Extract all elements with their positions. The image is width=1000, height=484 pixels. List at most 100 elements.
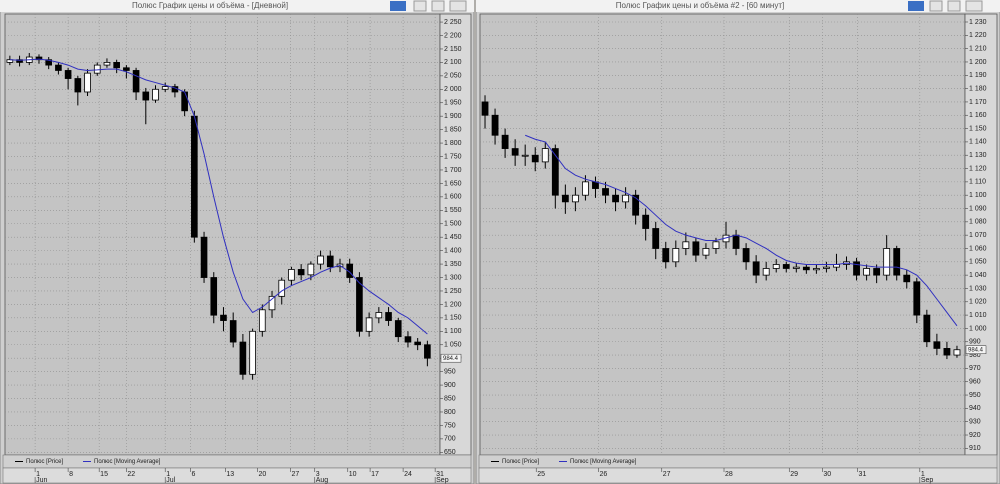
candle-body — [923, 314, 931, 343]
x-tick-label: 10 — [349, 471, 357, 478]
maximize-button[interactable] — [947, 0, 961, 12]
y-tick-label: 1 030 — [969, 285, 987, 292]
pin-button[interactable] — [390, 1, 406, 11]
y-tick-label: 970 — [969, 365, 981, 372]
candle-body — [702, 248, 710, 256]
candle-body — [913, 281, 921, 316]
candle-body — [853, 261, 860, 276]
x-tick-label: 13 — [226, 471, 234, 478]
candle-body — [152, 88, 159, 101]
x-tick-label: 26 — [599, 471, 607, 478]
y-tick-label: 1 160 — [969, 112, 987, 119]
moving-average-line — [525, 134, 958, 327]
x-tick-label: 8 — [69, 471, 73, 478]
y-tick-label: 910 — [969, 445, 981, 452]
y-tick-label: 1 140 — [969, 139, 987, 146]
candle-body — [113, 62, 120, 69]
candle-body — [672, 248, 680, 263]
minimize-button[interactable] — [413, 0, 427, 12]
candle-body — [249, 330, 256, 375]
y-tick-label: 930 — [969, 419, 981, 426]
candle-body — [642, 214, 650, 229]
candle-body — [365, 317, 373, 332]
minimize-button[interactable] — [929, 0, 943, 12]
y-tick-label: 1 450 — [444, 234, 462, 241]
pin-button[interactable] — [908, 1, 924, 11]
candle-body — [220, 314, 227, 321]
y-tick-label: 700 — [444, 436, 456, 443]
y-tick-label: 950 — [969, 392, 981, 399]
y-tick-label: 2 250 — [444, 19, 462, 26]
maximize-button[interactable] — [431, 0, 445, 12]
y-tick-label: 1 050 — [969, 259, 987, 266]
x-tick-label: 31 — [859, 471, 867, 478]
y-tick-label: 1 900 — [444, 113, 462, 120]
candle-body — [356, 277, 363, 332]
y-tick-label: 1 100 — [444, 328, 462, 335]
candle-body — [893, 248, 901, 276]
last-price-box — [440, 353, 462, 363]
x-tick-label: 30 — [823, 471, 831, 478]
y-tick-label: 2 050 — [444, 73, 462, 80]
y-tick-label: 1 150 — [444, 315, 462, 322]
candle-body — [55, 64, 62, 71]
window-title: Полюс График цены и объёма #2 - [60 мину… — [616, 1, 785, 10]
candle-body — [873, 268, 881, 276]
last-price-label: 984.4 — [968, 347, 984, 353]
y-tick-label: 800 — [444, 409, 456, 416]
date-axis-area — [478, 467, 998, 484]
candle-body — [481, 101, 489, 116]
candle-body — [682, 241, 690, 249]
x-tick-label: 20 — [258, 471, 266, 478]
y-tick-label: 1 020 — [969, 299, 987, 306]
candle-body — [812, 268, 820, 271]
y-tick-label: 2 100 — [444, 59, 462, 66]
y-tick-label: 1 400 — [444, 247, 462, 254]
y-tick-label: 1 600 — [444, 194, 462, 201]
candle-body — [501, 134, 509, 149]
y-tick-label: 950 — [444, 368, 456, 375]
y-tick-label: 940 — [969, 405, 981, 412]
candle-body — [268, 295, 276, 311]
candle-body — [181, 91, 188, 112]
x-tick-label: 1 — [36, 471, 40, 478]
y-tick-label: 750 — [444, 422, 456, 429]
legend-area — [2, 454, 472, 469]
y-tick-label: 1 350 — [444, 261, 462, 268]
candle-body — [346, 263, 354, 278]
y-tick-label: 1 070 — [969, 232, 987, 239]
candle-body — [297, 269, 305, 276]
candle-body — [326, 255, 334, 268]
candle-body — [692, 241, 700, 256]
candle-body — [375, 312, 383, 319]
candle-body — [123, 67, 130, 71]
moving-average-line — [9, 58, 428, 335]
candle-body — [863, 268, 871, 276]
candle-body — [551, 148, 559, 196]
y-tick-label: 650 — [444, 449, 456, 456]
title-bar — [476, 0, 1000, 12]
candle-body — [307, 263, 315, 276]
candle-body — [161, 86, 169, 90]
y-tick-label: 1 150 — [969, 125, 987, 132]
candle-body — [742, 248, 750, 263]
candle-body — [93, 64, 101, 74]
candle-body — [414, 341, 421, 346]
candle-body — [424, 344, 431, 359]
legend-area — [478, 454, 998, 469]
candle-body — [582, 181, 589, 196]
close-button[interactable] — [965, 0, 983, 12]
y-tick-label: 1 800 — [444, 140, 462, 147]
close-button[interactable] — [449, 0, 467, 12]
y-tick-label: 1 750 — [444, 153, 462, 160]
y-tick-label: 1 850 — [444, 126, 462, 133]
y-tick-label: 1 050 — [444, 342, 462, 349]
candle-body — [385, 312, 392, 321]
y-tick-label: 960 — [969, 379, 981, 386]
y-tick-label: 1 200 — [444, 301, 462, 308]
x-tick-label: 22 — [127, 471, 135, 478]
candle-body — [602, 188, 609, 196]
y-tick-label: 1 010 — [969, 312, 987, 319]
y-tick-label: 1 700 — [444, 167, 462, 174]
